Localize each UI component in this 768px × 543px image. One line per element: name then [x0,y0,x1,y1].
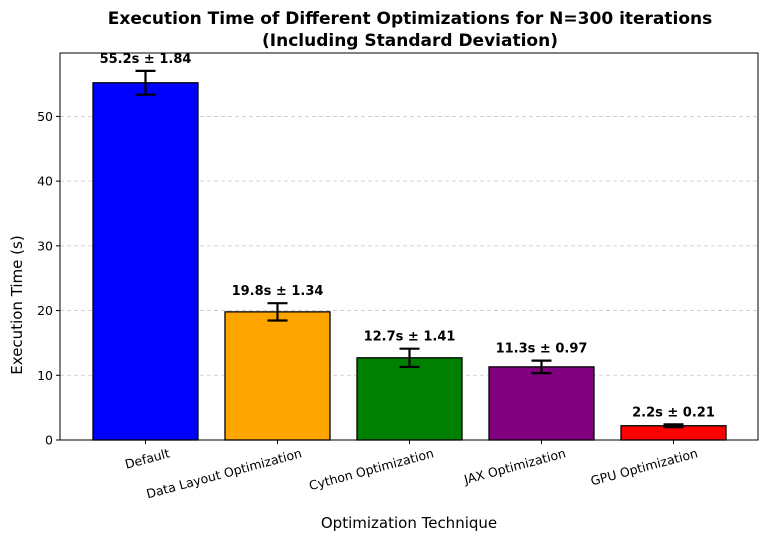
bar-labels: 55.2s ± 1.84 19.8s ± 1.34 12.7s ± 1.41 11.3… [100,52,715,421]
bars [92,82,727,441]
x-tick-label-3: JAX Optimization [461,445,567,487]
chart-title: Execution Time of Different Optimization… [108,9,713,29]
x-tick-label-2: Cython Optimization [307,445,435,493]
bar-0 [92,82,199,441]
data-label-4: 2.2s ± 0.21 [632,405,715,420]
y-axis-label: Execution Time (s) [8,235,26,374]
y-tick-label-3: 30 [37,238,53,253]
y-tick-label-0: 0 [45,433,53,448]
error-bars [135,69,684,429]
x-axis-label: Optimization Technique [321,514,497,532]
data-label-1: 19.8s ± 1.34 [232,284,324,299]
bar-1 [224,311,331,441]
y-tick-label-2: 20 [37,303,53,318]
data-label-0: 55.2s ± 1.84 [100,52,192,67]
x-tick-label-0: Default [123,445,171,471]
data-label-3: 11.3s ± 0.97 [496,342,588,357]
y-tick-label-5: 50 [37,109,53,124]
data-label-2: 12.7s ± 1.41 [364,330,456,345]
x-tick-label-4: GPU Optimization [589,445,699,488]
bar-3 [488,366,595,441]
y-axis-ticks: 0 10 20 30 40 50 [37,109,60,448]
y-tick-label-1: 10 [37,368,53,383]
y-tick-label-4: 40 [37,174,53,189]
grid-lines [60,116,758,376]
chart-subtitle: (Including Standard Deviation) [262,31,558,51]
bar-2 [356,357,463,441]
